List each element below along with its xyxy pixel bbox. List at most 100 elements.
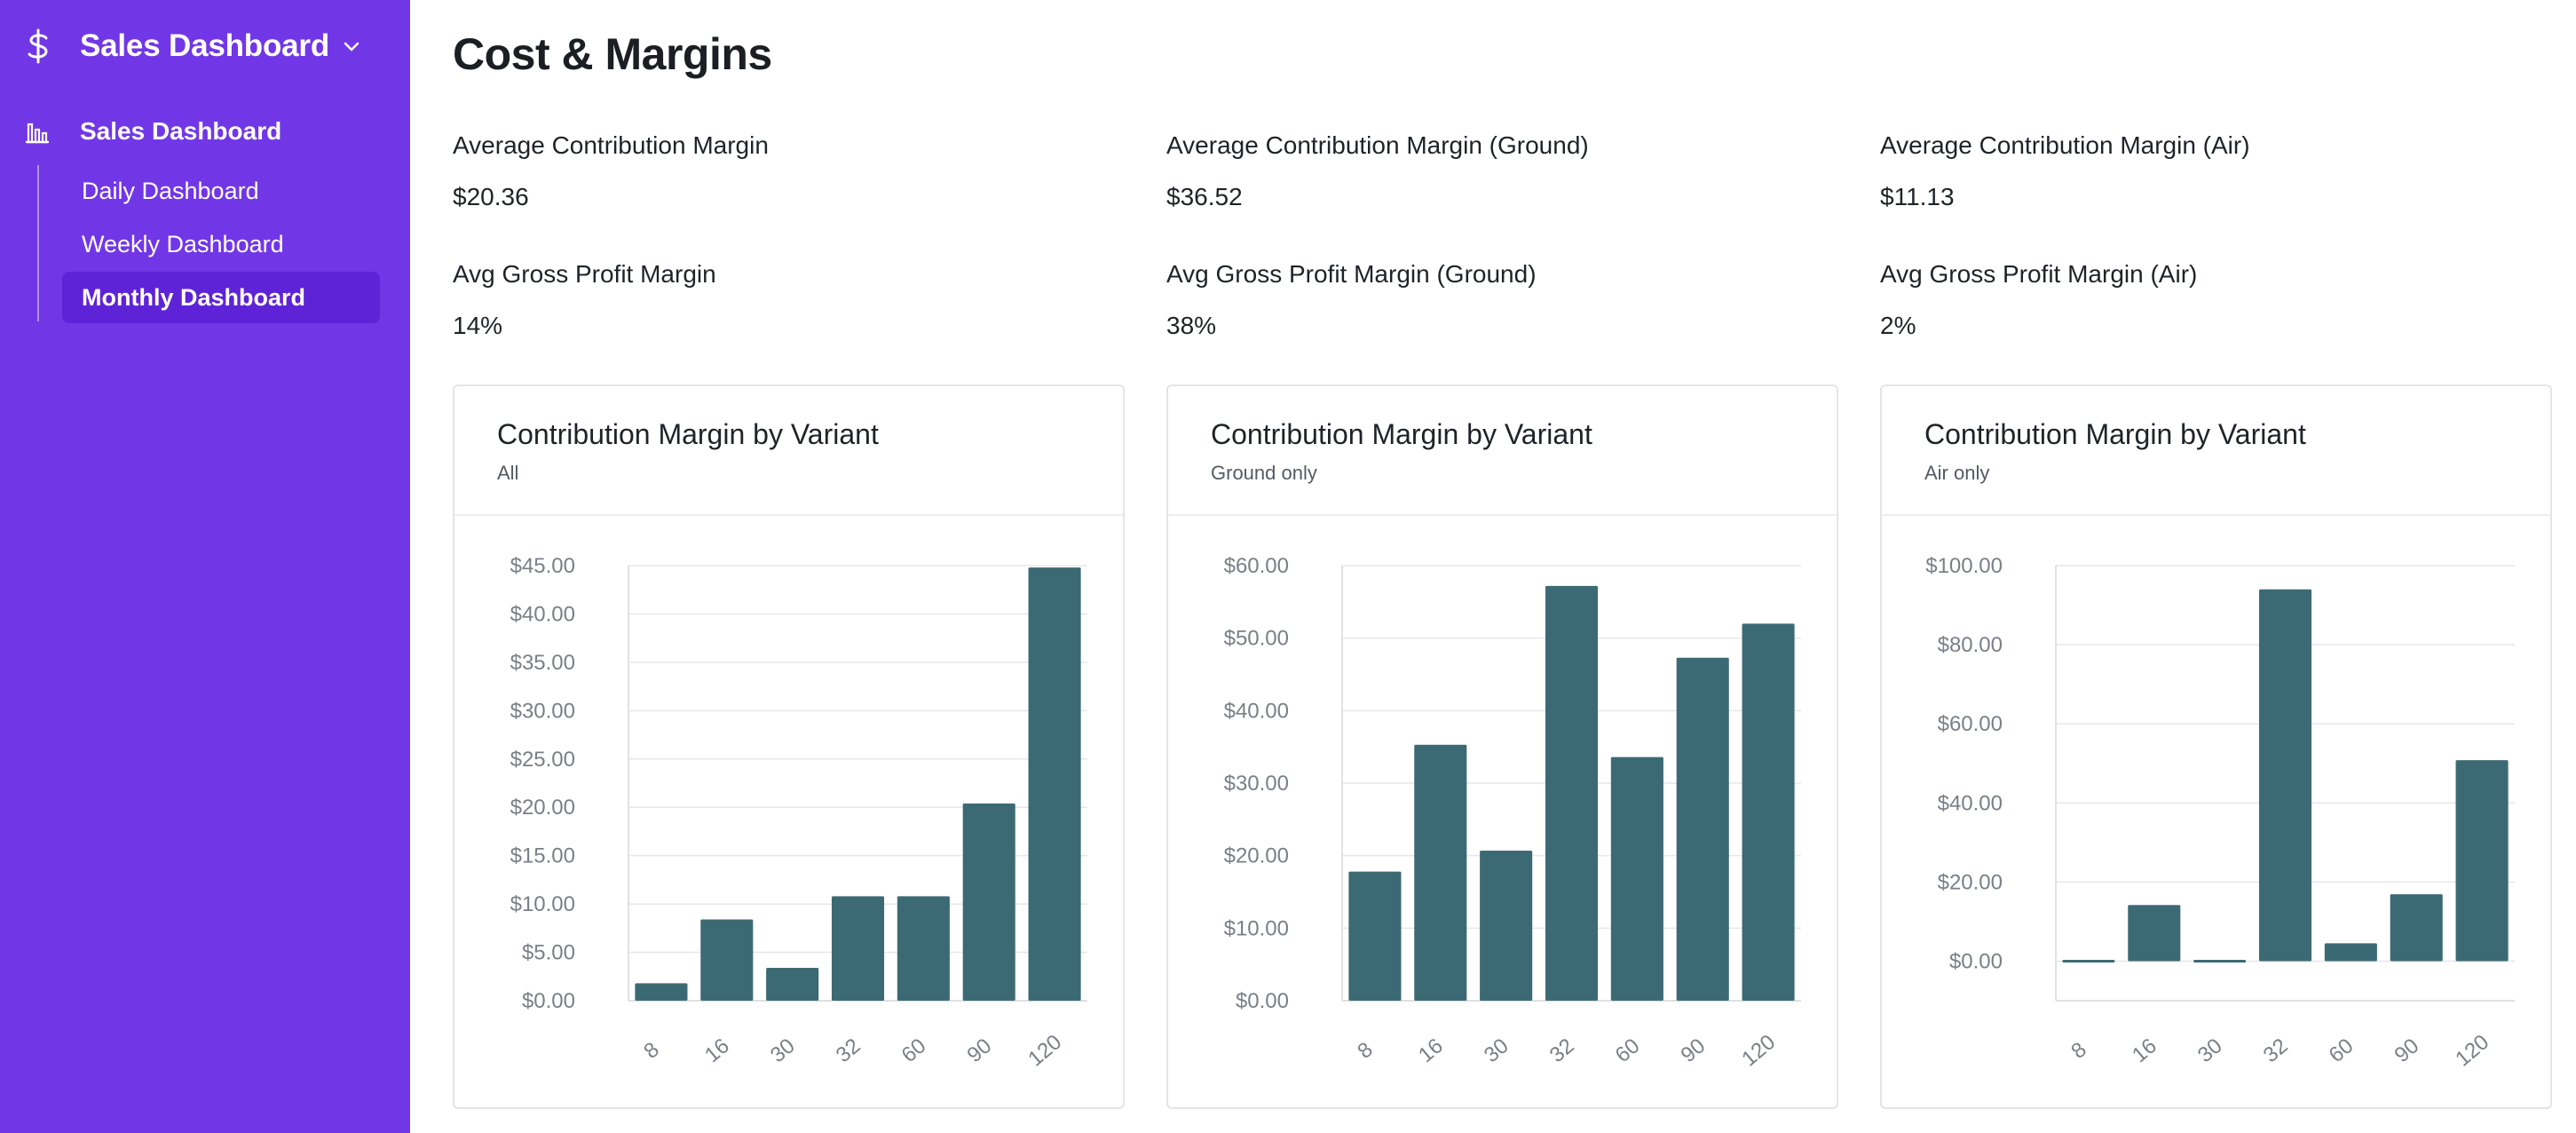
metric-avg-contribution-margin-ground: Average Contribution Margin (Ground) $36…	[1166, 131, 1841, 211]
x-tick-label: 32	[2259, 1034, 2293, 1067]
metric-label: Avg Gross Profit Margin	[453, 260, 716, 288]
chart-area: $0.00 $10.00 $20.00 $30.00 $40.00 $50.00 $60.0…	[1168, 516, 1837, 1107]
chart-area: $0.00 $5.00 $10.00 $15.00 $20.00 $25.00 $30.00…	[454, 516, 1123, 1107]
chart-card-header: Contribution Margin by Variant Ground on…	[1168, 386, 1837, 516]
bar	[2324, 943, 2377, 962]
bar	[766, 967, 819, 1001]
x-tick-label: 90	[2390, 1034, 2423, 1067]
metric-avg-gross-profit-margin: Avg Gross Profit Margin 14%	[453, 260, 1127, 340]
metric-avg-contribution-margin: Average Contribution Margin $20.36	[453, 131, 1127, 211]
metric-value: 2%	[1880, 312, 1916, 339]
chart-title: Contribution Margin by Variant	[497, 418, 879, 450]
metric-avg-contribution-margin-air: Average Contribution Margin (Air) $11.13	[1880, 131, 2555, 211]
bar	[1545, 585, 1599, 1001]
chevron-down-icon[interactable]	[342, 36, 363, 57]
y-tick-label: $0.00	[1236, 989, 1289, 1013]
bar	[1414, 744, 1467, 1001]
y-tick-label: $60.00	[1224, 554, 1289, 578]
metric-label: Average Contribution Margin	[453, 131, 769, 159]
sidebar-item-daily-dashboard[interactable]: Daily Dashboard	[82, 177, 259, 204]
main-content: Cost & Margins Average Contribution Marg…	[453, 0, 2556, 1133]
bar	[2128, 905, 2181, 962]
sidebar-subnav: Daily Dashboard Weekly Dashboard Monthly…	[37, 165, 380, 323]
x-tick-label: 8	[2066, 1038, 2091, 1064]
metric-value: $36.52	[1166, 183, 1243, 210]
bar	[962, 803, 1015, 1001]
x-tick-label: 32	[1545, 1034, 1579, 1067]
metric-value: $20.36	[453, 183, 529, 210]
chart-card-header: Contribution Margin by Variant All	[454, 386, 1123, 516]
y-tick-label: $25.00	[510, 748, 575, 772]
y-tick-label: $0.00	[522, 989, 575, 1013]
y-tick-label: $40.00	[1938, 791, 2003, 815]
sidebar-item-weekly-dashboard[interactable]: Weekly Dashboard	[82, 230, 284, 258]
y-tick-label: $15.00	[510, 844, 575, 868]
x-tick-label: 90	[1676, 1034, 1710, 1067]
x-tick-label: 120	[2451, 1030, 2493, 1071]
bar-chart: $0.00 $20.00 $40.00 $60.00 $80.00 $100.00 8 16 3…	[1925, 554, 2515, 1071]
x-tick-label: 32	[832, 1034, 865, 1067]
x-tick-label: 30	[2193, 1034, 2227, 1067]
sidebar-section-label: Sales Dashboard	[80, 117, 282, 145]
chart-card-air: Contribution Margin by Variant Air only …	[1880, 384, 2552, 1109]
chart-card-all: Contribution Margin by Variant All $0.00…	[453, 384, 1125, 1109]
metric-label: Average Contribution Margin (Air)	[1880, 131, 2250, 159]
sidebar-section-sales-dashboard[interactable]: Sales Dashboard	[25, 112, 281, 151]
bar	[1480, 850, 1533, 1001]
x-tick-label: 90	[962, 1034, 996, 1067]
x-tick-label: 16	[2128, 1034, 2161, 1067]
bar	[700, 919, 754, 1001]
y-tick-label: $20.00	[1224, 844, 1289, 868]
bar	[831, 896, 885, 1001]
x-tick-label: 8	[639, 1038, 664, 1064]
chart-subtitle: Air only	[1924, 462, 1990, 484]
bar	[897, 896, 950, 1001]
x-tick-label: 30	[1480, 1034, 1513, 1067]
sidebar: Sales Dashboard Sales Dashboard Daily Da…	[0, 0, 410, 1133]
bar	[2390, 894, 2443, 962]
sidebar-item-monthly-dashboard[interactable]: Monthly Dashboard	[62, 272, 380, 323]
metric-avg-gross-profit-margin-ground: Avg Gross Profit Margin (Ground) 38%	[1166, 260, 1841, 340]
bar	[635, 983, 688, 1001]
chart-subtitle: Ground only	[1211, 462, 1317, 484]
bar-chart-icon	[25, 118, 51, 145]
x-tick-label: 120	[1023, 1030, 1066, 1071]
metric-avg-gross-profit-margin-air: Avg Gross Profit Margin (Air) 2%	[1880, 260, 2555, 340]
bar	[1348, 871, 1402, 1001]
page-title: Cost & Margins	[453, 29, 772, 79]
y-tick-label: $30.00	[1224, 772, 1289, 796]
metric-value: 14%	[453, 312, 503, 339]
y-tick-label: $45.00	[510, 554, 575, 578]
x-tick-label: 16	[1414, 1034, 1448, 1067]
y-tick-label: $80.00	[1938, 633, 2003, 657]
chart-card-header: Contribution Margin by Variant Air only	[1882, 386, 2550, 516]
y-tick-label: $30.00	[510, 699, 575, 723]
metric-value: 38%	[1166, 312, 1217, 339]
bar	[1742, 623, 1795, 1001]
x-tick-label: 60	[1611, 1034, 1645, 1067]
metric-value: $11.13	[1880, 183, 1955, 210]
brand-title: Sales Dashboard	[80, 28, 329, 63]
x-tick-label: 120	[1737, 1030, 1780, 1071]
bar	[2258, 589, 2312, 962]
y-tick-label: $100.00	[1925, 554, 2003, 578]
x-tick-label: 16	[700, 1034, 734, 1067]
y-tick-label: $20.00	[510, 796, 575, 820]
y-tick-label: $10.00	[510, 892, 575, 916]
chart-subtitle: All	[497, 462, 519, 484]
y-tick-label: $40.00	[510, 602, 575, 626]
bar	[1676, 657, 1729, 1001]
y-tick-label: $35.00	[510, 651, 575, 675]
x-tick-label: 60	[897, 1034, 931, 1067]
metric-label: Avg Gross Profit Margin (Ground)	[1166, 260, 1537, 288]
metric-label: Avg Gross Profit Margin (Air)	[1880, 260, 2198, 288]
bar	[2193, 959, 2247, 963]
y-tick-label: $40.00	[1224, 699, 1289, 723]
y-tick-label: $20.00	[1938, 870, 2003, 894]
bar	[2062, 959, 2115, 963]
bar-chart: $0.00 $10.00 $20.00 $30.00 $40.00 $50.00 $60.0…	[1224, 554, 1801, 1071]
brand-switcher[interactable]: Sales Dashboard	[25, 27, 363, 66]
bar	[1028, 567, 1081, 1001]
bar	[1610, 757, 1663, 1001]
dollar-icon	[25, 27, 57, 66]
